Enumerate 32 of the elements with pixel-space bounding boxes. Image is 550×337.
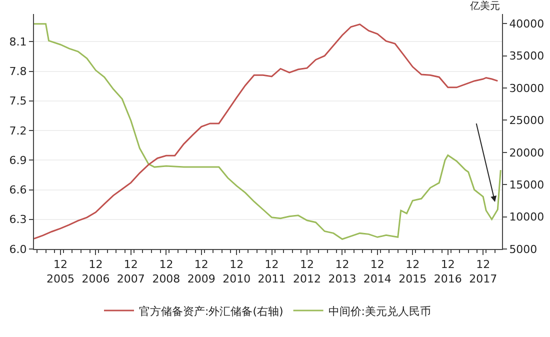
y-tick-label: 7.2 bbox=[9, 124, 27, 138]
x-tick-label: 12 2007 bbox=[116, 258, 145, 286]
y2-tick-label: 10000 bbox=[509, 210, 544, 224]
x-tick-label: 12 2015 bbox=[398, 258, 427, 286]
y2-tick-label: 5000 bbox=[509, 242, 538, 256]
x-tick-label: 12 2014 bbox=[363, 258, 392, 286]
x-tick-label: 12 2006 bbox=[82, 258, 110, 286]
y-tick-label: 6.6 bbox=[9, 184, 27, 197]
x-tick-label: 12 2010 bbox=[222, 258, 251, 286]
y-tick-label: 6.9 bbox=[9, 154, 27, 167]
x-tick-label: 12 2005 bbox=[46, 258, 75, 286]
x-tick-label: 12 2009 bbox=[187, 258, 216, 286]
legend-label: 中间价:美元兑人民币 bbox=[328, 304, 432, 318]
y2-tick-label: 15000 bbox=[509, 178, 544, 192]
x-tick-label: 12 2008 bbox=[152, 258, 180, 286]
y2-tick-label: 25000 bbox=[509, 114, 544, 128]
y2-tick-label: 40000 bbox=[509, 18, 544, 31]
x-tick-label: 12 2011 bbox=[258, 258, 286, 286]
y2-tick-label: 20000 bbox=[509, 146, 544, 160]
legend-label: 官方储备资产:外汇储备(右轴) bbox=[139, 304, 284, 318]
y2-tick-label: 35000 bbox=[509, 50, 544, 63]
y-tick-label: 6.0 bbox=[9, 242, 27, 256]
y2-axis-title: 亿美元 bbox=[469, 0, 500, 12]
x-tick-label: 12 2013 bbox=[328, 258, 356, 286]
y-tick-label: 7.5 bbox=[9, 94, 27, 108]
y2-tick-label: 30000 bbox=[509, 82, 544, 95]
y-tick-label: 7.8 bbox=[9, 65, 27, 78]
y-tick-label: 8.1 bbox=[9, 36, 27, 48]
x-tick-label: 12 2017 bbox=[469, 258, 498, 286]
x-tick-label: 12 2016 bbox=[434, 258, 462, 286]
x-tick-label: 12 2012 bbox=[293, 258, 322, 286]
y-tick-label: 6.3 bbox=[9, 213, 27, 226]
